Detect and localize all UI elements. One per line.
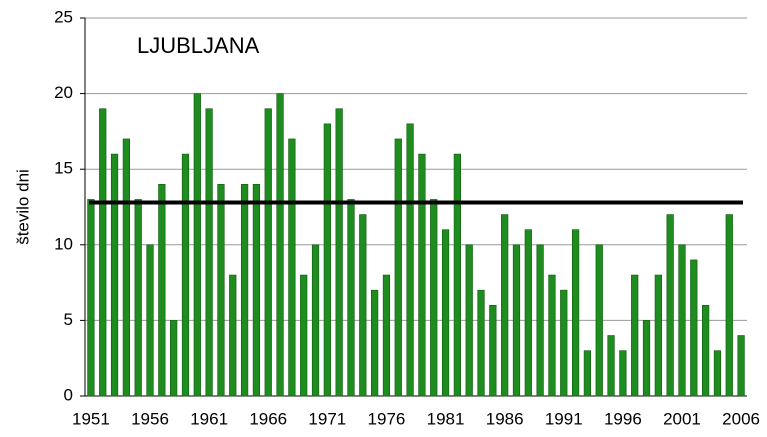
bar	[654, 274, 662, 397]
y-tick-label: 10	[54, 234, 73, 253]
x-tick-label: 1976	[368, 409, 406, 428]
bar	[453, 153, 461, 397]
bar	[702, 304, 710, 397]
bar	[418, 153, 426, 397]
bar	[725, 214, 733, 397]
bar	[631, 274, 639, 397]
bar	[548, 274, 556, 397]
y-tick-label: 25	[54, 7, 73, 26]
bar	[406, 123, 414, 397]
x-tick-label: 1971	[308, 409, 346, 428]
bar	[690, 259, 698, 397]
y-tick-label: 0	[64, 385, 73, 404]
bar	[110, 153, 119, 397]
y-tick-label: 20	[54, 83, 73, 102]
y-axis-label: število dni	[13, 169, 32, 245]
bar	[524, 229, 532, 397]
y-tick-label: 15	[54, 159, 73, 178]
x-tick-label: 2001	[663, 409, 701, 428]
x-tick-label: 2006	[722, 409, 760, 428]
bar	[252, 184, 261, 397]
bar	[158, 184, 166, 397]
bar	[489, 304, 497, 397]
bar	[170, 320, 178, 397]
bar	[146, 244, 154, 397]
bar	[371, 289, 379, 397]
bar	[193, 93, 201, 397]
bar	[560, 289, 568, 397]
bar	[359, 214, 367, 397]
bar	[205, 108, 213, 397]
x-tick-label: 1961	[190, 409, 228, 428]
x-tick-label: 1966	[249, 409, 287, 428]
bar	[666, 214, 674, 397]
bar	[134, 199, 142, 397]
x-tick-label: 1991	[545, 409, 583, 428]
x-tick-label: 1981	[427, 409, 465, 428]
bar	[99, 108, 107, 397]
bar	[288, 138, 296, 397]
chart-title: LJUBLJANA	[137, 33, 260, 58]
bar	[311, 244, 320, 397]
x-tick-label: 1956	[131, 409, 169, 428]
bar	[477, 289, 485, 397]
bar	[595, 244, 603, 397]
bar	[87, 199, 95, 397]
x-tick-label: 1986	[486, 409, 524, 428]
bar	[323, 123, 331, 397]
bar	[335, 108, 343, 397]
x-tick-label: 1996	[604, 409, 642, 428]
bar	[229, 274, 237, 397]
bar	[536, 244, 544, 397]
bar	[347, 199, 355, 397]
bar	[571, 229, 580, 397]
bar	[300, 274, 308, 397]
bar	[430, 199, 438, 397]
bar	[512, 244, 521, 397]
bar	[465, 244, 473, 397]
bar	[713, 350, 722, 397]
bar	[276, 93, 284, 397]
bar	[122, 138, 130, 397]
bar	[501, 214, 509, 397]
bar	[583, 350, 592, 397]
bar	[382, 274, 391, 397]
bar	[394, 138, 402, 397]
bar	[642, 320, 651, 397]
y-tick-label: 5	[64, 310, 73, 329]
bar	[607, 335, 615, 397]
x-tick-label: 1951	[72, 409, 110, 428]
bar	[240, 184, 249, 397]
bar	[264, 108, 272, 397]
bar	[737, 335, 745, 397]
bar	[181, 153, 190, 397]
bar	[441, 229, 450, 397]
bar	[678, 244, 686, 397]
bar	[217, 184, 225, 397]
bar	[619, 350, 627, 397]
